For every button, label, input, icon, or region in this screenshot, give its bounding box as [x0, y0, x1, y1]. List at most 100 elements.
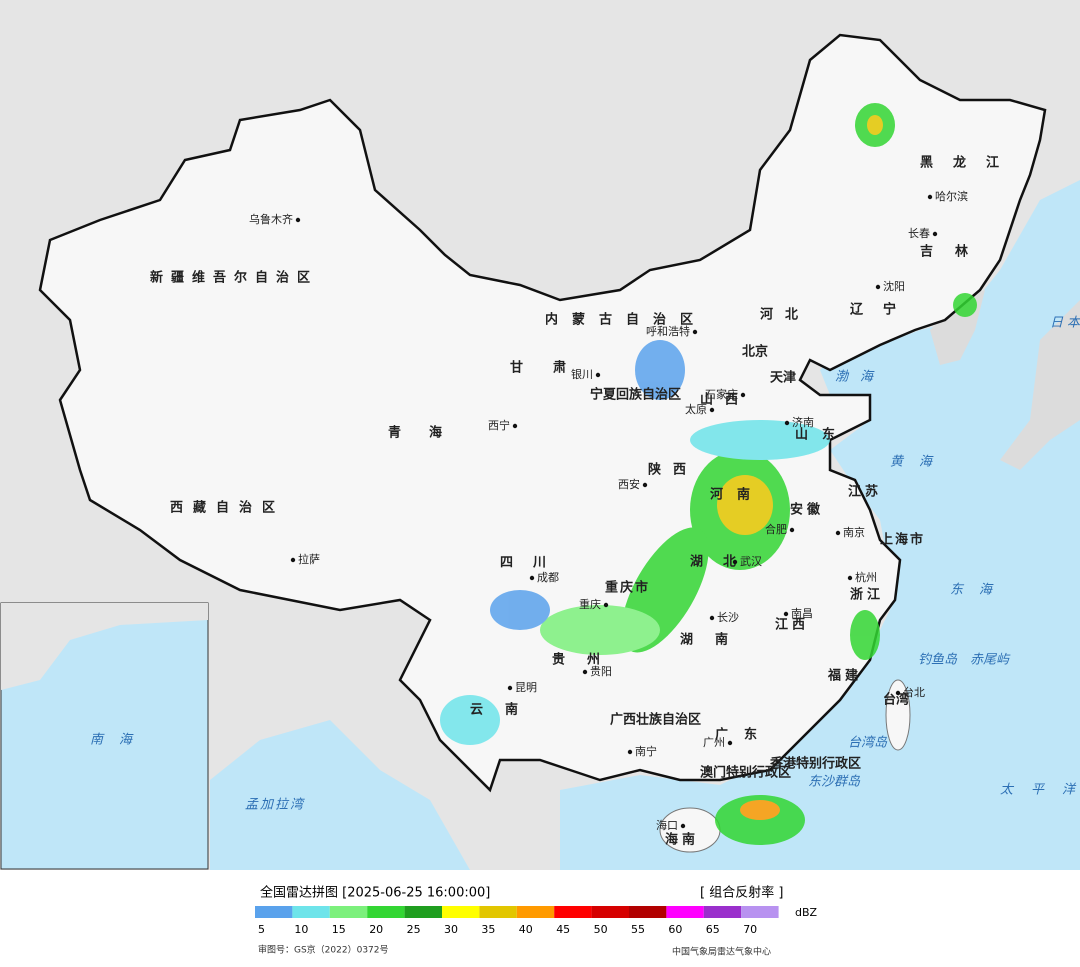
region-label: 山西: [700, 392, 750, 408]
city-label: 西安: [618, 477, 640, 491]
region-label: 上海市: [880, 532, 925, 548]
region-label: 新疆维吾尔自治区: [150, 270, 318, 286]
city-label: 长春: [908, 227, 930, 240]
region-label: 四川: [500, 556, 566, 571]
region-label: 江西: [775, 617, 809, 633]
region-label: 黑龙江: [920, 155, 1019, 171]
region-label: 浙江: [850, 587, 884, 603]
city-marker: [642, 482, 648, 488]
region-label: 湖北: [690, 555, 756, 570]
city-label: 南宁: [635, 744, 657, 758]
city-marker: [895, 690, 901, 696]
city-marker: [582, 669, 588, 675]
footer-panel: [0, 870, 1080, 967]
city-label: 银川: [571, 367, 593, 381]
city-marker: [709, 407, 715, 413]
legend-swatch: [404, 906, 442, 918]
legend-value: 60: [668, 923, 682, 936]
echo: [540, 605, 660, 655]
legend-swatch: [629, 906, 667, 918]
region-label: 台湾: [883, 692, 909, 708]
city-label: 南京: [843, 525, 865, 539]
sea-label: 东沙群岛: [808, 775, 861, 790]
region-label: 广东: [715, 727, 773, 743]
city-marker: [290, 557, 296, 563]
city-label: 石家庄: [705, 387, 738, 401]
city-label: 合肥: [765, 522, 787, 536]
sea: [210, 720, 470, 870]
echo: [717, 475, 773, 535]
region-label: 北京: [742, 344, 768, 360]
legend-swatch: [292, 906, 330, 918]
echo: [953, 293, 977, 317]
region-label: 云南: [470, 702, 540, 718]
source: 中国气象局雷达气象中心: [672, 946, 771, 958]
region-label: 湖南: [680, 632, 750, 648]
sea-label: 日本海: [1050, 316, 1080, 331]
region-label: 贵州: [552, 652, 622, 668]
legend-value: 20: [369, 923, 383, 936]
city-marker: [603, 602, 609, 608]
city-marker: [507, 685, 513, 691]
region-label: 安徽: [790, 502, 824, 518]
city-marker: [727, 740, 733, 746]
city-marker: [740, 392, 746, 398]
city-label: 太原: [685, 403, 707, 416]
city-marker: [627, 749, 633, 755]
city-marker: [847, 575, 853, 581]
city-label: 武汉: [740, 555, 762, 568]
taiwan-island: [885, 679, 911, 751]
city-label: 成都: [537, 571, 559, 584]
city-label: 乌鲁木齐: [249, 212, 293, 226]
city-label: 长沙: [717, 611, 739, 624]
legend-swatch: [442, 906, 480, 918]
region-label: 内蒙古自治区: [545, 312, 707, 328]
city-marker: [732, 559, 738, 565]
echo: [740, 800, 780, 820]
legend-value: 70: [743, 923, 757, 936]
sea-label: 孟加拉湾: [245, 797, 305, 813]
sea-label: 钓鱼岛: [918, 653, 958, 668]
legend-swatch: [329, 906, 368, 918]
city-label: 海口: [656, 818, 678, 832]
legend-value: 35: [481, 923, 495, 936]
echo: [850, 610, 880, 660]
sea-label: 台湾岛: [848, 735, 888, 751]
legend-value: 45: [556, 923, 570, 936]
city-marker: [512, 423, 518, 429]
inset-land: [1, 603, 208, 690]
legend-swatch: [255, 906, 293, 918]
region-label: 宁夏回族自治区: [590, 387, 681, 403]
region-label: 福建: [827, 668, 862, 684]
region-label: 河南: [710, 487, 764, 503]
sea-label: 黄海: [890, 455, 948, 470]
city-marker: [789, 527, 795, 533]
city-label: 呼和浩特: [646, 324, 690, 338]
legend-swatch: [554, 906, 592, 918]
region-label: 西藏自治区: [170, 500, 285, 516]
city-label: 西宁: [488, 418, 510, 432]
city-label: 昆明: [515, 681, 537, 694]
legend-swatch: [591, 906, 629, 918]
city-marker: [835, 530, 841, 536]
region-label: 重庆市: [605, 580, 650, 596]
region-label: 吉林: [920, 244, 990, 260]
map-title: 全国雷达拼图 [2025-06-25 16:00:00]: [260, 885, 490, 901]
region-label: 香港特别行政区: [769, 756, 861, 772]
china-outline: [38, 33, 1047, 793]
city-marker: [692, 329, 698, 335]
legend-swatch: [479, 906, 517, 918]
city-label: 济南: [792, 415, 814, 429]
echo: [440, 695, 500, 745]
legend-value: 5: [258, 923, 265, 936]
legend-swatch: [367, 906, 405, 918]
city-label: 哈尔滨: [935, 189, 968, 203]
city-marker: [875, 284, 881, 290]
echo: [635, 340, 685, 400]
legend-swatch: [703, 906, 742, 918]
product-name: [ 组合反射率 ]: [700, 885, 783, 901]
legend-value: 55: [631, 923, 645, 936]
region-label: 山东: [795, 427, 849, 443]
radar-echoes: [440, 103, 977, 845]
